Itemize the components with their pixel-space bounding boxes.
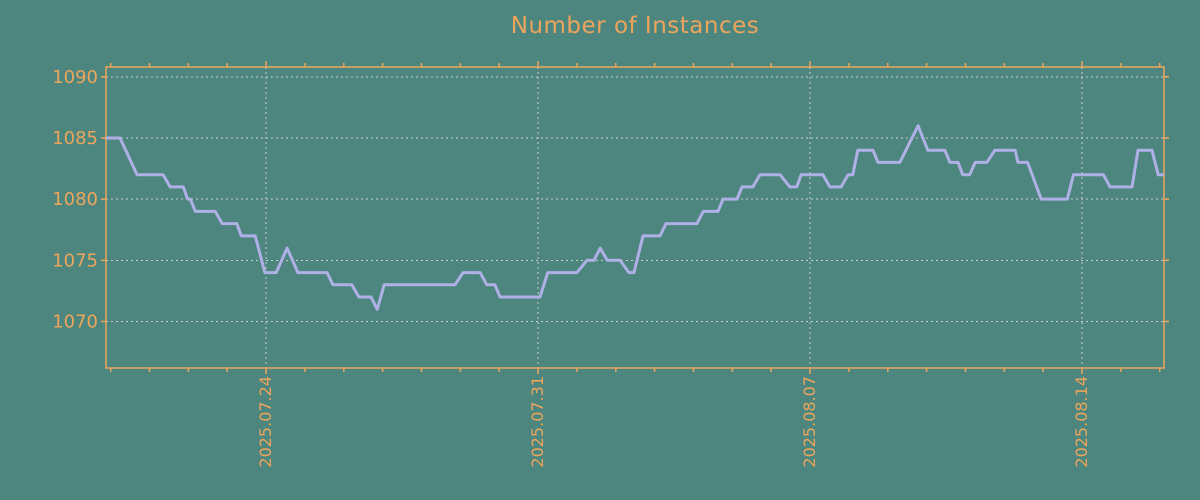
axis-frame [105, 66, 1165, 369]
instances-series-line [106, 124, 1164, 311]
y-axis-tick-label: 1090 [52, 67, 98, 88]
x-axis-tick-label: 2025.07.31 [528, 376, 547, 468]
y-axis-tick-label: 1075 [52, 250, 98, 271]
y-axis-tick-label: 1085 [52, 128, 98, 149]
y-axis-tick-label: 1080 [52, 189, 98, 210]
x-axis-tick-label: 2025.08.07 [800, 376, 819, 468]
chart-title: Number of Instances [510, 13, 760, 39]
x-axis-tick-label: 2025.07.24 [256, 376, 275, 468]
y-axis-tick-label: 1070 [52, 312, 98, 333]
x-axis-tick-label: 2025.08.14 [1072, 376, 1091, 468]
